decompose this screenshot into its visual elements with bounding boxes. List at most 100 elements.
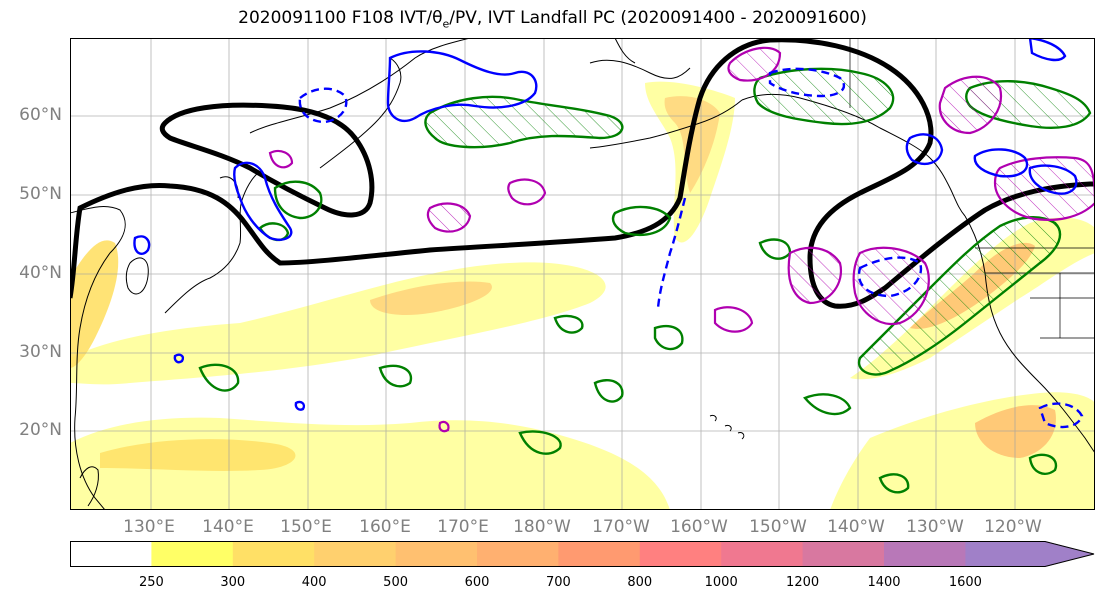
pv-contour-top-right	[1028, 38, 1067, 62]
colorbar-segment-800	[639, 541, 722, 567]
pv-contour-east-alaska	[973, 148, 1029, 178]
magenta-contour-bc	[938, 75, 1003, 135]
colorbar-segment-1400	[884, 541, 966, 567]
pv-contour-far-east	[1028, 164, 1078, 195]
colorbar-tick-800: 800	[627, 575, 653, 590]
pv-contour-tiny-1	[173, 353, 185, 364]
theta-e-contour-far-east	[1028, 453, 1058, 475]
ivt-plume-hawaii-core	[975, 405, 1056, 458]
magenta-contour-tiny	[438, 420, 450, 433]
lon-label-150w: 150°W	[749, 517, 807, 537]
theta-e-contour-central-blob	[553, 314, 584, 334]
colorbar-tick-600: 600	[464, 575, 490, 590]
map-frame	[70, 38, 1095, 510]
theta-e-contour-south-central	[593, 379, 624, 403]
map-title: 2020091100 F108 IVT/θe/PV, IVT Landfall …	[0, 8, 1105, 30]
colorbar-segment-700	[558, 541, 641, 567]
colorbar-segment-300	[232, 541, 315, 567]
map-panel	[70, 38, 1095, 510]
colorbar-segment-500	[395, 541, 478, 567]
pv-contour-hawaii-east	[1038, 402, 1084, 429]
colorbar-segment-250	[151, 541, 234, 567]
lon-label-120w: 120°W	[984, 517, 1042, 537]
pv-contour-dateline-dash	[656, 197, 687, 309]
magenta-contour-small	[268, 149, 294, 169]
colorbar-segment-1200	[802, 541, 885, 567]
colorbar-segment-under	[70, 541, 152, 567]
title-theta-sub: e	[442, 17, 450, 31]
ivt-plume-subtropical-core	[100, 439, 296, 471]
theta-e-contour-hawaii-east	[878, 473, 910, 494]
magenta-contour-central2	[507, 178, 547, 206]
coastline-philippines	[79, 466, 99, 507]
coastline-aleutians	[589, 99, 743, 149]
lon-label-180w: 180°W	[513, 517, 571, 537]
theta-e-contour-dateline-south	[653, 324, 684, 351]
coastline-east-asia	[70, 206, 126, 510]
coastline-siberia-north	[249, 38, 471, 134]
magenta-contour-central	[426, 202, 472, 233]
colorbar-tick-1200: 1200	[786, 575, 820, 590]
theta-e-contour-subtropic-south	[518, 430, 562, 455]
coastline-bc-coast	[929, 157, 966, 217]
pc-contour-okhotsk-loop	[159, 102, 375, 218]
theta-e-contour-subtropic-west2	[378, 364, 413, 388]
pv-contour-siberia	[386, 50, 538, 123]
title-part-1: 2020091100 F108 IVT/	[238, 8, 433, 28]
lon-label-170w: 170°W	[592, 517, 650, 537]
colorbar-segment-1000	[721, 541, 804, 567]
colorbar-segments	[70, 541, 1094, 567]
title-theta: θ	[432, 8, 443, 28]
colorbar-tick-250: 250	[138, 575, 164, 590]
coastline-korea	[125, 257, 149, 295]
colorbar-tick-1400: 1400	[867, 575, 901, 590]
magenta-contour-nw-coast	[852, 246, 930, 326]
pv-contour-oregon	[857, 256, 923, 298]
ivt-plume-central-core	[370, 281, 492, 316]
lon-label-130e: 130°E	[123, 517, 175, 537]
colorbar-tick-300: 300	[220, 575, 246, 590]
theta-e-contour-north-central	[424, 95, 624, 149]
coastline-hawaii	[709, 415, 745, 440]
magenta-contour-south	[713, 306, 754, 333]
lon-label-140w: 140°W	[827, 517, 885, 537]
border-us-states	[1030, 273, 1095, 339]
ivt-pc-contours	[70, 38, 1095, 309]
ivt-colorbar	[70, 541, 1095, 567]
coastline-alaska-west	[589, 38, 691, 79]
pv-contour-japan-sea	[133, 235, 151, 255]
colorbar-tick-400: 400	[301, 575, 327, 590]
lat-label-60n: 60°N	[19, 105, 62, 125]
lat-label-50n: 50°N	[19, 184, 62, 204]
colorbar-tick-500: 500	[383, 575, 408, 590]
pv-contours	[133, 38, 1084, 429]
theta-e-contour-coastal-band	[857, 216, 1062, 376]
ivt-plume-west-edge	[70, 240, 119, 368]
colorbar-tick-1600: 1600	[948, 575, 982, 590]
colorbar-segment-1600	[965, 541, 1094, 567]
colorbar-segment-400	[314, 541, 397, 567]
pv-contour-tiny-2	[294, 400, 306, 411]
lat-label-20n: 20°N	[19, 420, 62, 440]
lon-label-130w: 130°W	[906, 517, 964, 537]
map-canvas	[70, 38, 1095, 510]
lon-label-160e: 160°E	[359, 517, 411, 537]
theta-e-contours	[198, 67, 1092, 494]
pv-contour-okhotsk	[298, 87, 348, 124]
pv-contour-bc	[905, 133, 944, 165]
pc-contour-west	[70, 38, 1095, 309]
theta-e-contour-dateline	[611, 205, 672, 237]
colorbar-tick-1000: 1000	[704, 575, 738, 590]
lon-label-140e: 140°E	[202, 517, 254, 537]
colorbar-outline	[70, 541, 1095, 567]
theta-e-contour-kamchatka	[273, 180, 323, 220]
theta-e-contour-hawaii-north	[803, 393, 852, 416]
pv-contour-sakhalin	[233, 161, 293, 241]
title-part-2: /PV, IVT Landfall PC (2020091400 - 20200…	[449, 8, 867, 28]
colorbar-tick-700: 700	[545, 575, 571, 590]
lon-label-170e: 170°E	[437, 517, 489, 537]
lon-label-160w: 160°W	[670, 517, 728, 537]
magenta-contour-oregon	[787, 246, 843, 305]
lon-label-150e: 150°E	[280, 517, 332, 537]
magenta-contour-gulf	[727, 46, 782, 82]
